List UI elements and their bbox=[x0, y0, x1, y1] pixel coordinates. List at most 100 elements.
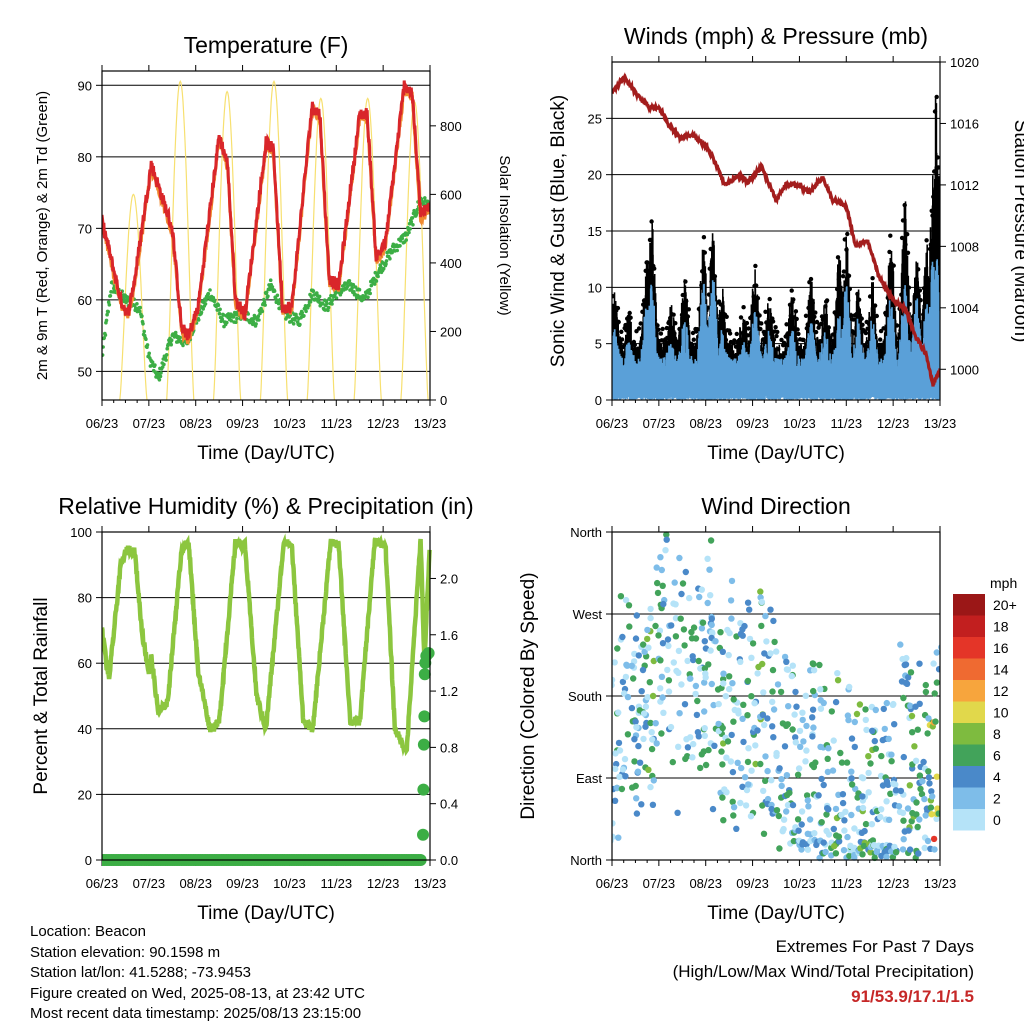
direction-point bbox=[705, 661, 712, 668]
dewpoint-point bbox=[199, 310, 204, 315]
gust-point bbox=[755, 296, 761, 301]
direction-point bbox=[803, 722, 810, 730]
direction-point bbox=[738, 764, 745, 772]
gust-point bbox=[888, 233, 893, 238]
direction-point bbox=[792, 739, 799, 746]
gust-point bbox=[826, 325, 831, 330]
dewpoint-point bbox=[169, 338, 174, 343]
direction-point bbox=[730, 696, 737, 703]
direction-point bbox=[684, 657, 691, 665]
gust-point bbox=[750, 303, 756, 309]
gust-point bbox=[775, 329, 780, 335]
direction-point bbox=[767, 606, 774, 613]
direction-point bbox=[931, 690, 938, 697]
direction-point bbox=[727, 758, 735, 765]
gust-point bbox=[628, 315, 633, 320]
direction-point bbox=[784, 721, 791, 728]
direction-point bbox=[671, 579, 678, 586]
dewpoint-point bbox=[106, 309, 110, 314]
direction-point bbox=[922, 688, 930, 696]
direction-point bbox=[622, 673, 630, 681]
direction-point bbox=[879, 736, 886, 744]
direction-point bbox=[916, 700, 923, 707]
x-tick-label: 08/23 bbox=[179, 416, 212, 431]
gust-point bbox=[726, 343, 731, 348]
dewpoint-point bbox=[345, 284, 350, 289]
direction-point bbox=[658, 730, 665, 737]
direction-point bbox=[816, 661, 823, 669]
direction-point bbox=[900, 836, 907, 843]
direction-point bbox=[924, 730, 931, 737]
y2-tick-label: 1.6 bbox=[440, 628, 458, 643]
gust-point bbox=[667, 319, 672, 324]
direction-point bbox=[935, 666, 940, 673]
gust-point bbox=[918, 298, 923, 303]
extremes-box: Extremes For Past 7 Days (High/Low/Max W… bbox=[673, 934, 974, 1009]
legend-label: 10 bbox=[993, 704, 1009, 720]
direction-point bbox=[899, 846, 907, 853]
direction-point bbox=[810, 667, 818, 674]
direction-point bbox=[762, 777, 769, 784]
gust-point bbox=[776, 347, 781, 352]
direction-point bbox=[871, 737, 878, 745]
dewpoint-point bbox=[108, 294, 113, 298]
direction-point bbox=[789, 662, 796, 669]
direction-point bbox=[633, 810, 641, 817]
y2-axis-label: Station Pressure (Maroon) bbox=[1010, 120, 1024, 343]
direction-point bbox=[927, 804, 935, 811]
x-tick-label: 08/23 bbox=[179, 876, 212, 891]
direction-point bbox=[778, 776, 785, 783]
gust-point bbox=[732, 338, 737, 343]
direction-point bbox=[777, 688, 785, 696]
legend-label: 6 bbox=[993, 747, 1001, 763]
dewpoint-point bbox=[372, 282, 377, 286]
direction-point bbox=[659, 640, 667, 647]
gust-point bbox=[657, 352, 663, 358]
legend-label: 2 bbox=[993, 790, 1001, 806]
direction-point bbox=[660, 600, 667, 608]
gust-point bbox=[926, 277, 932, 283]
dewpoint-point bbox=[225, 320, 229, 325]
y-tick-label: 5 bbox=[595, 337, 602, 352]
gust-point bbox=[935, 155, 940, 160]
direction-point bbox=[612, 659, 618, 666]
direction-point bbox=[649, 801, 657, 808]
direction-point bbox=[717, 629, 724, 636]
gust-point bbox=[916, 267, 921, 272]
gust-point bbox=[727, 331, 733, 336]
direction-point bbox=[707, 647, 714, 654]
dewpoint-point bbox=[144, 337, 148, 342]
direction-point bbox=[692, 690, 699, 698]
gust-point bbox=[854, 311, 859, 317]
gust-point bbox=[856, 297, 862, 302]
y2-tick-label: 1020 bbox=[950, 55, 979, 70]
precip-point bbox=[417, 738, 430, 751]
gust-point bbox=[870, 276, 875, 281]
direction-point bbox=[760, 830, 768, 837]
gust-point bbox=[878, 337, 883, 342]
gust-point bbox=[834, 312, 839, 318]
direction-point bbox=[911, 743, 918, 750]
direction-point bbox=[663, 531, 670, 538]
direction-point bbox=[624, 731, 632, 738]
gust-point bbox=[894, 323, 900, 328]
gust-point bbox=[930, 213, 935, 218]
wind-fill bbox=[612, 259, 940, 400]
dewpoint-point bbox=[218, 307, 222, 312]
direction-point bbox=[804, 846, 812, 853]
dewpoint-point bbox=[409, 219, 414, 224]
dewpoint-point bbox=[368, 291, 373, 296]
gust-point bbox=[803, 313, 809, 318]
direction-point bbox=[818, 775, 825, 783]
direction-point bbox=[635, 742, 642, 750]
direction-point bbox=[626, 623, 633, 630]
direction-point bbox=[922, 681, 929, 689]
gust-point bbox=[814, 319, 820, 325]
direction-point bbox=[684, 744, 692, 751]
extremes-values: 91/53.9/17.1/1.5 bbox=[851, 987, 974, 1006]
direction-point bbox=[773, 807, 781, 814]
direction-point bbox=[665, 642, 672, 650]
legend-swatch bbox=[953, 615, 985, 637]
direction-point bbox=[687, 675, 694, 682]
direction-point bbox=[776, 765, 783, 772]
